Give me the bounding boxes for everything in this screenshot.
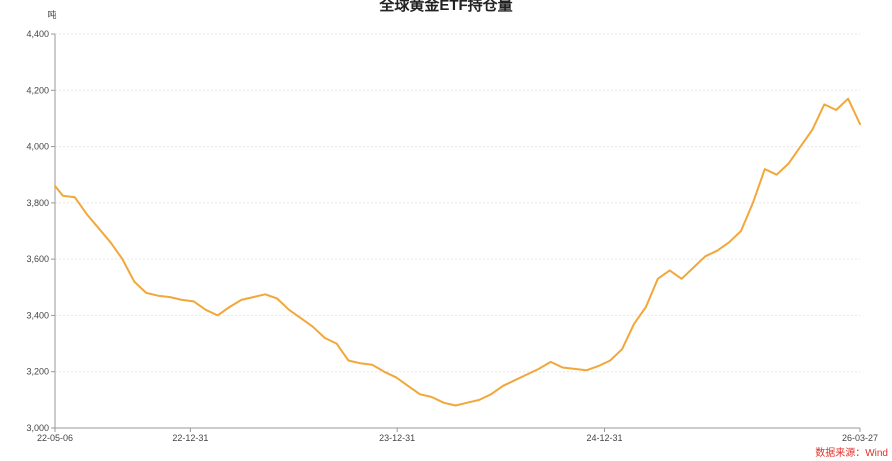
x-tick-label: 24-12-31 (586, 433, 622, 443)
chart-title: 全球黄金ETF持仓量 (378, 0, 512, 14)
y-tick-label: 3,400 (26, 310, 49, 320)
grid-lines (55, 33, 860, 373)
y-tick-label: 3,800 (26, 198, 49, 208)
x-axis: 22-05-06 22-12-31 23-12-31 24-12-31 26-03-27 (37, 427, 878, 443)
plot-area (54, 97, 861, 407)
x-tick-label: 23-12-31 (379, 433, 415, 443)
series-line (54, 97, 861, 407)
y-tick-label: 3,000 (26, 423, 49, 433)
y-tick-label: 3,200 (26, 367, 49, 377)
y-axis-unit-label: 吨 (47, 9, 56, 20)
y-tick-label: 3,600 (26, 254, 49, 264)
data-source-note: 数据来源：Wind (815, 446, 888, 459)
y-axis: 3,000 3,200 3,400 3,600 3,800 4,000 4,200 4,400 (26, 29, 56, 433)
y-tick-label: 4,000 (26, 142, 49, 152)
x-tick-label: 26-03-27 (842, 433, 878, 443)
y-tick-label: 4,200 (26, 85, 49, 95)
x-tick-label: 22-12-31 (172, 433, 208, 443)
x-tick-label: 22-05-06 (37, 433, 73, 443)
y-tick-label: 4,400 (26, 29, 49, 39)
